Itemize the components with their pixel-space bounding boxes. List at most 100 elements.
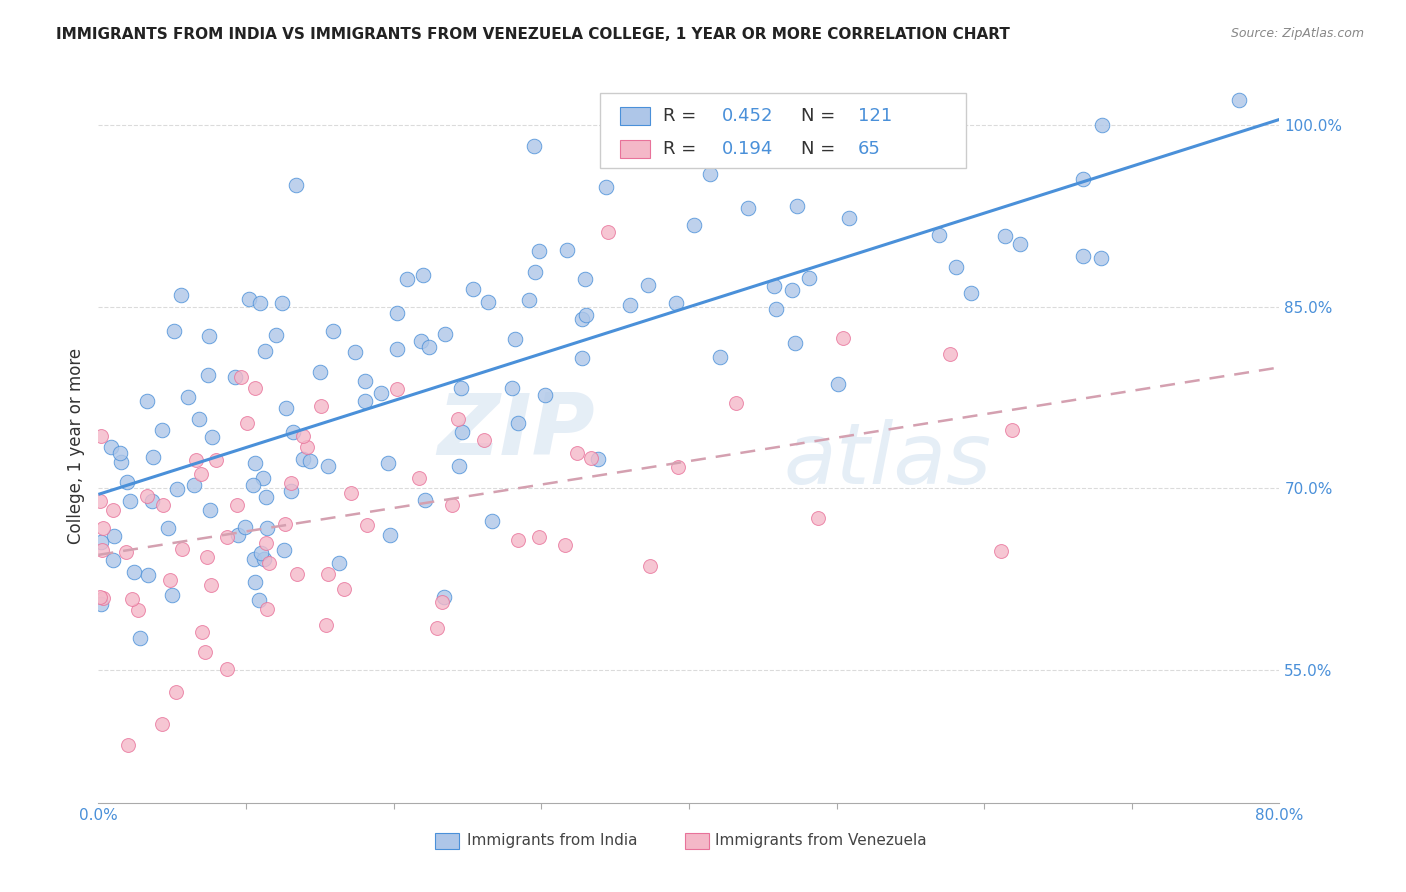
Point [838, 211, 860, 226]
Point [90, 543, 112, 558]
Point [827, 377, 849, 392]
Point [555, 244, 578, 258]
Point [481, 514, 503, 528]
Point [377, 456, 399, 470]
Point [117, 475, 139, 489]
Point [463, 282, 485, 296]
Point [205, 452, 228, 467]
Point [89, 493, 111, 508]
Point [408, 471, 430, 485]
Text: Source: ZipAtlas.com: Source: ZipAtlas.com [1230, 27, 1364, 40]
Point [295, 440, 318, 454]
Text: R =: R = [664, 139, 702, 158]
FancyBboxPatch shape [685, 833, 709, 849]
Point [354, 374, 377, 388]
Point [918, 119, 941, 133]
Point [91, 521, 114, 535]
Point [699, 167, 721, 181]
Point [242, 478, 264, 492]
Point [136, 489, 159, 503]
Point [450, 381, 472, 395]
Point [396, 272, 419, 286]
Point [575, 308, 598, 322]
Point [291, 428, 314, 442]
Point [128, 631, 150, 645]
Point [309, 399, 332, 413]
Point [254, 536, 277, 550]
Point [619, 298, 641, 312]
Point [831, 330, 853, 344]
Point [508, 417, 530, 431]
Point [418, 340, 440, 354]
Point [354, 393, 377, 408]
Point [141, 494, 163, 508]
Point [285, 567, 308, 582]
Point [333, 582, 356, 596]
Point [201, 429, 224, 443]
Point [581, 450, 603, 465]
Point [121, 592, 143, 607]
Point [89, 591, 111, 605]
Point [505, 332, 527, 346]
Point [264, 328, 287, 343]
Point [960, 285, 983, 300]
Point [449, 458, 471, 473]
Point [598, 225, 620, 239]
Point [280, 483, 302, 498]
Point [370, 385, 392, 400]
Point [103, 503, 125, 517]
Point [247, 593, 270, 607]
Point [117, 738, 139, 752]
Text: 0.452: 0.452 [723, 107, 773, 125]
Text: Immigrants from Venezuela: Immigrants from Venezuela [714, 833, 927, 848]
Point [252, 471, 274, 485]
Point [595, 180, 617, 194]
Point [90, 534, 112, 549]
Text: atlas: atlas [783, 418, 991, 502]
Point [434, 327, 457, 342]
Point [91, 591, 114, 605]
Point [1227, 93, 1250, 107]
Point [994, 229, 1017, 244]
Point [170, 288, 193, 302]
Point [928, 228, 950, 243]
Point [190, 467, 212, 482]
Point [156, 521, 179, 535]
Point [135, 393, 157, 408]
Point [138, 568, 160, 582]
Point [115, 544, 138, 558]
Point [200, 578, 222, 592]
Point [785, 336, 807, 351]
Point [554, 538, 576, 552]
Text: IMMIGRANTS FROM INDIA VS IMMIGRANTS FROM VENEZUELA COLLEGE, 1 YEAR OR MORE CORRE: IMMIGRANTS FROM INDIA VS IMMIGRANTS FROM… [56, 27, 1010, 42]
Point [184, 453, 207, 467]
Point [409, 334, 432, 349]
Point [1090, 251, 1112, 265]
Point [666, 460, 689, 475]
Point [529, 244, 551, 258]
Text: 65: 65 [858, 139, 880, 158]
Point [797, 271, 820, 285]
Point [780, 284, 803, 298]
Point [1073, 249, 1095, 263]
Point [127, 603, 149, 617]
Point [356, 517, 378, 532]
Point [737, 202, 759, 216]
Point [249, 546, 271, 560]
Point [281, 425, 304, 440]
Point [233, 520, 256, 534]
Point [90, 429, 112, 443]
Text: 0.194: 0.194 [723, 139, 773, 158]
Point [110, 455, 132, 469]
Point [945, 260, 967, 274]
Point [508, 533, 530, 548]
Point [103, 529, 125, 543]
Point [412, 268, 434, 282]
Point [253, 344, 276, 359]
Point [340, 486, 363, 500]
Point [1173, 21, 1195, 36]
Point [243, 456, 266, 470]
Point [413, 493, 436, 508]
Point [378, 527, 401, 541]
Point [387, 306, 409, 320]
